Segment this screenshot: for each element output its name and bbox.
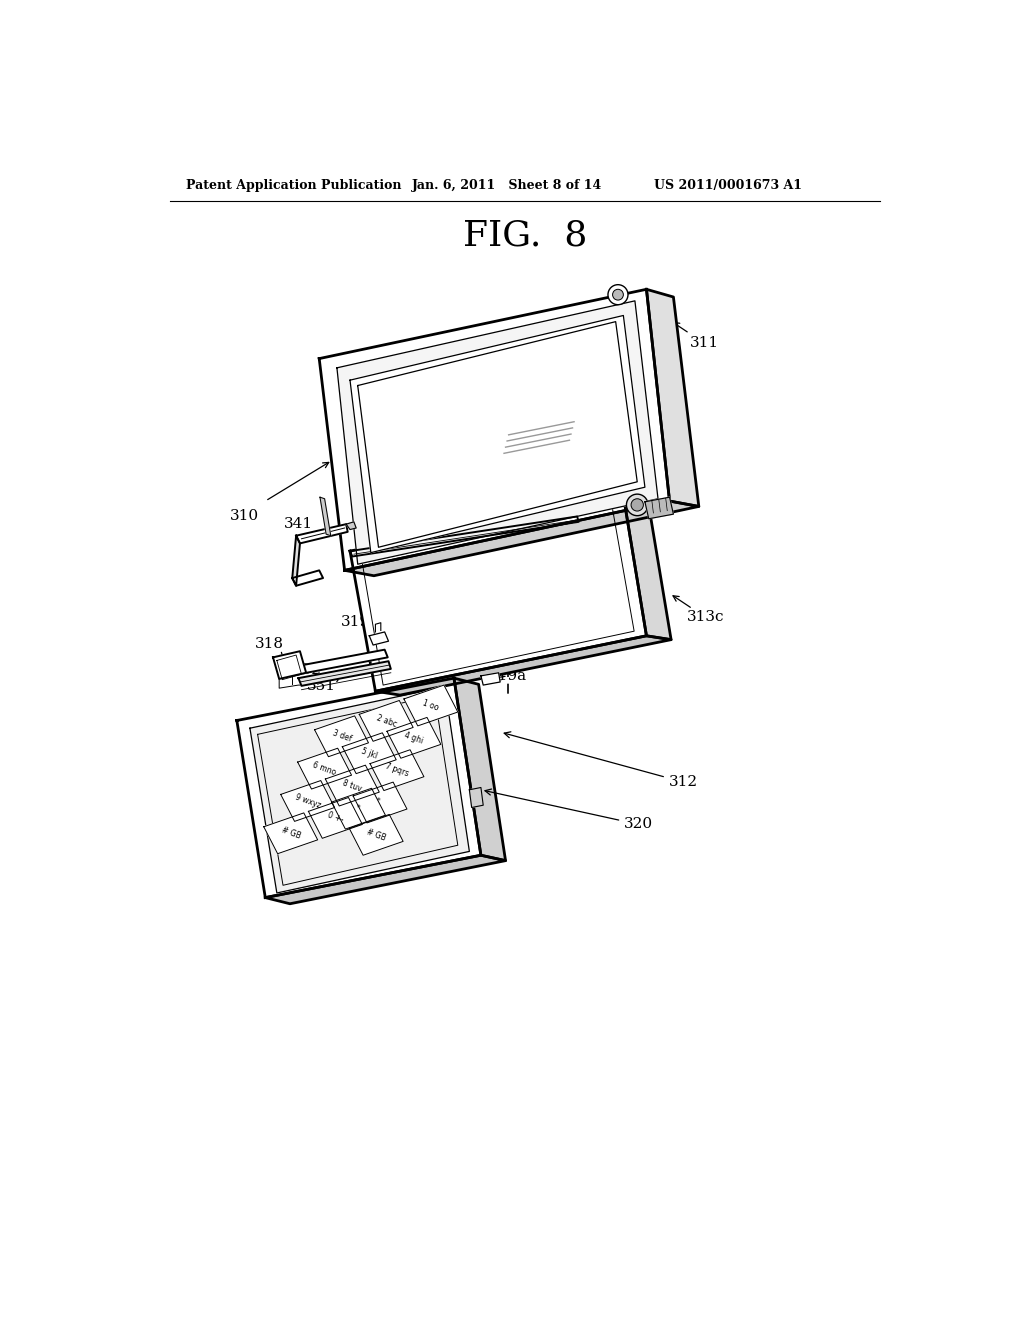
Text: 4 ghi: 4 ghi (403, 730, 425, 746)
Polygon shape (346, 521, 356, 529)
Polygon shape (645, 498, 674, 519)
Text: 0 +-: 0 +- (327, 810, 345, 825)
Text: *: * (375, 797, 386, 808)
Polygon shape (237, 678, 481, 898)
Text: 351: 351 (307, 676, 341, 693)
Text: 6 mno: 6 mno (311, 760, 338, 777)
Text: 313b: 313b (400, 347, 458, 379)
Polygon shape (298, 661, 391, 686)
Polygon shape (337, 301, 658, 564)
Text: 319b: 319b (341, 615, 380, 634)
Text: *: * (354, 804, 362, 814)
Polygon shape (308, 797, 362, 838)
Polygon shape (469, 788, 483, 808)
Polygon shape (296, 524, 348, 544)
Text: 313a: 313a (385, 589, 434, 606)
Text: 355: 355 (515, 606, 545, 619)
Polygon shape (326, 766, 379, 807)
Polygon shape (295, 649, 388, 675)
Polygon shape (332, 788, 385, 829)
Text: 341: 341 (284, 517, 313, 540)
Text: 319a: 319a (488, 669, 527, 682)
Polygon shape (370, 750, 424, 791)
Text: US 2011/0001673 A1: US 2011/0001673 A1 (654, 178, 802, 191)
Polygon shape (314, 715, 369, 756)
Text: 7 pqrs: 7 pqrs (384, 762, 410, 779)
Text: 1 oo: 1 oo (422, 698, 440, 713)
Text: 5 jkl: 5 jkl (360, 746, 379, 760)
Text: 318: 318 (255, 636, 284, 659)
Text: Jan. 6, 2011   Sheet 8 of 14: Jan. 6, 2011 Sheet 8 of 14 (412, 178, 602, 191)
Text: 2 abc: 2 abc (375, 713, 397, 729)
Polygon shape (481, 673, 500, 685)
Polygon shape (265, 855, 506, 904)
Text: 3 def: 3 def (331, 729, 352, 744)
Polygon shape (359, 701, 413, 742)
Text: 9 wxyz: 9 wxyz (294, 792, 322, 809)
Text: # GB: # GB (280, 826, 301, 841)
Polygon shape (298, 748, 351, 789)
Polygon shape (319, 289, 670, 570)
Polygon shape (250, 686, 469, 892)
Polygon shape (370, 632, 388, 645)
Polygon shape (353, 781, 407, 822)
Text: 311: 311 (673, 322, 719, 350)
Polygon shape (281, 780, 335, 821)
Text: FIG.  8: FIG. 8 (463, 218, 587, 252)
Polygon shape (376, 636, 671, 696)
Polygon shape (319, 498, 331, 536)
Circle shape (627, 494, 648, 516)
Polygon shape (292, 536, 300, 586)
Text: 352: 352 (293, 661, 328, 677)
Polygon shape (387, 718, 441, 758)
Text: # GB: # GB (366, 828, 387, 842)
Polygon shape (350, 315, 645, 553)
Text: 312: 312 (504, 731, 698, 789)
Polygon shape (292, 570, 323, 586)
Circle shape (608, 285, 628, 305)
Text: 8 tuv: 8 tuv (342, 777, 364, 793)
Text: 313c: 313c (686, 610, 724, 623)
Circle shape (631, 499, 643, 511)
Polygon shape (349, 814, 403, 855)
Polygon shape (350, 496, 646, 692)
Polygon shape (403, 685, 458, 726)
Polygon shape (342, 733, 396, 774)
Text: 342: 342 (424, 529, 459, 546)
Polygon shape (624, 496, 671, 640)
Polygon shape (646, 289, 698, 507)
Polygon shape (264, 813, 317, 854)
Polygon shape (454, 678, 506, 861)
Polygon shape (273, 651, 306, 678)
Text: Patent Application Publication: Patent Application Publication (186, 178, 401, 191)
Circle shape (612, 289, 624, 300)
Polygon shape (350, 516, 579, 557)
Text: 310: 310 (230, 510, 259, 524)
Text: 320: 320 (485, 789, 653, 832)
Polygon shape (345, 502, 698, 576)
